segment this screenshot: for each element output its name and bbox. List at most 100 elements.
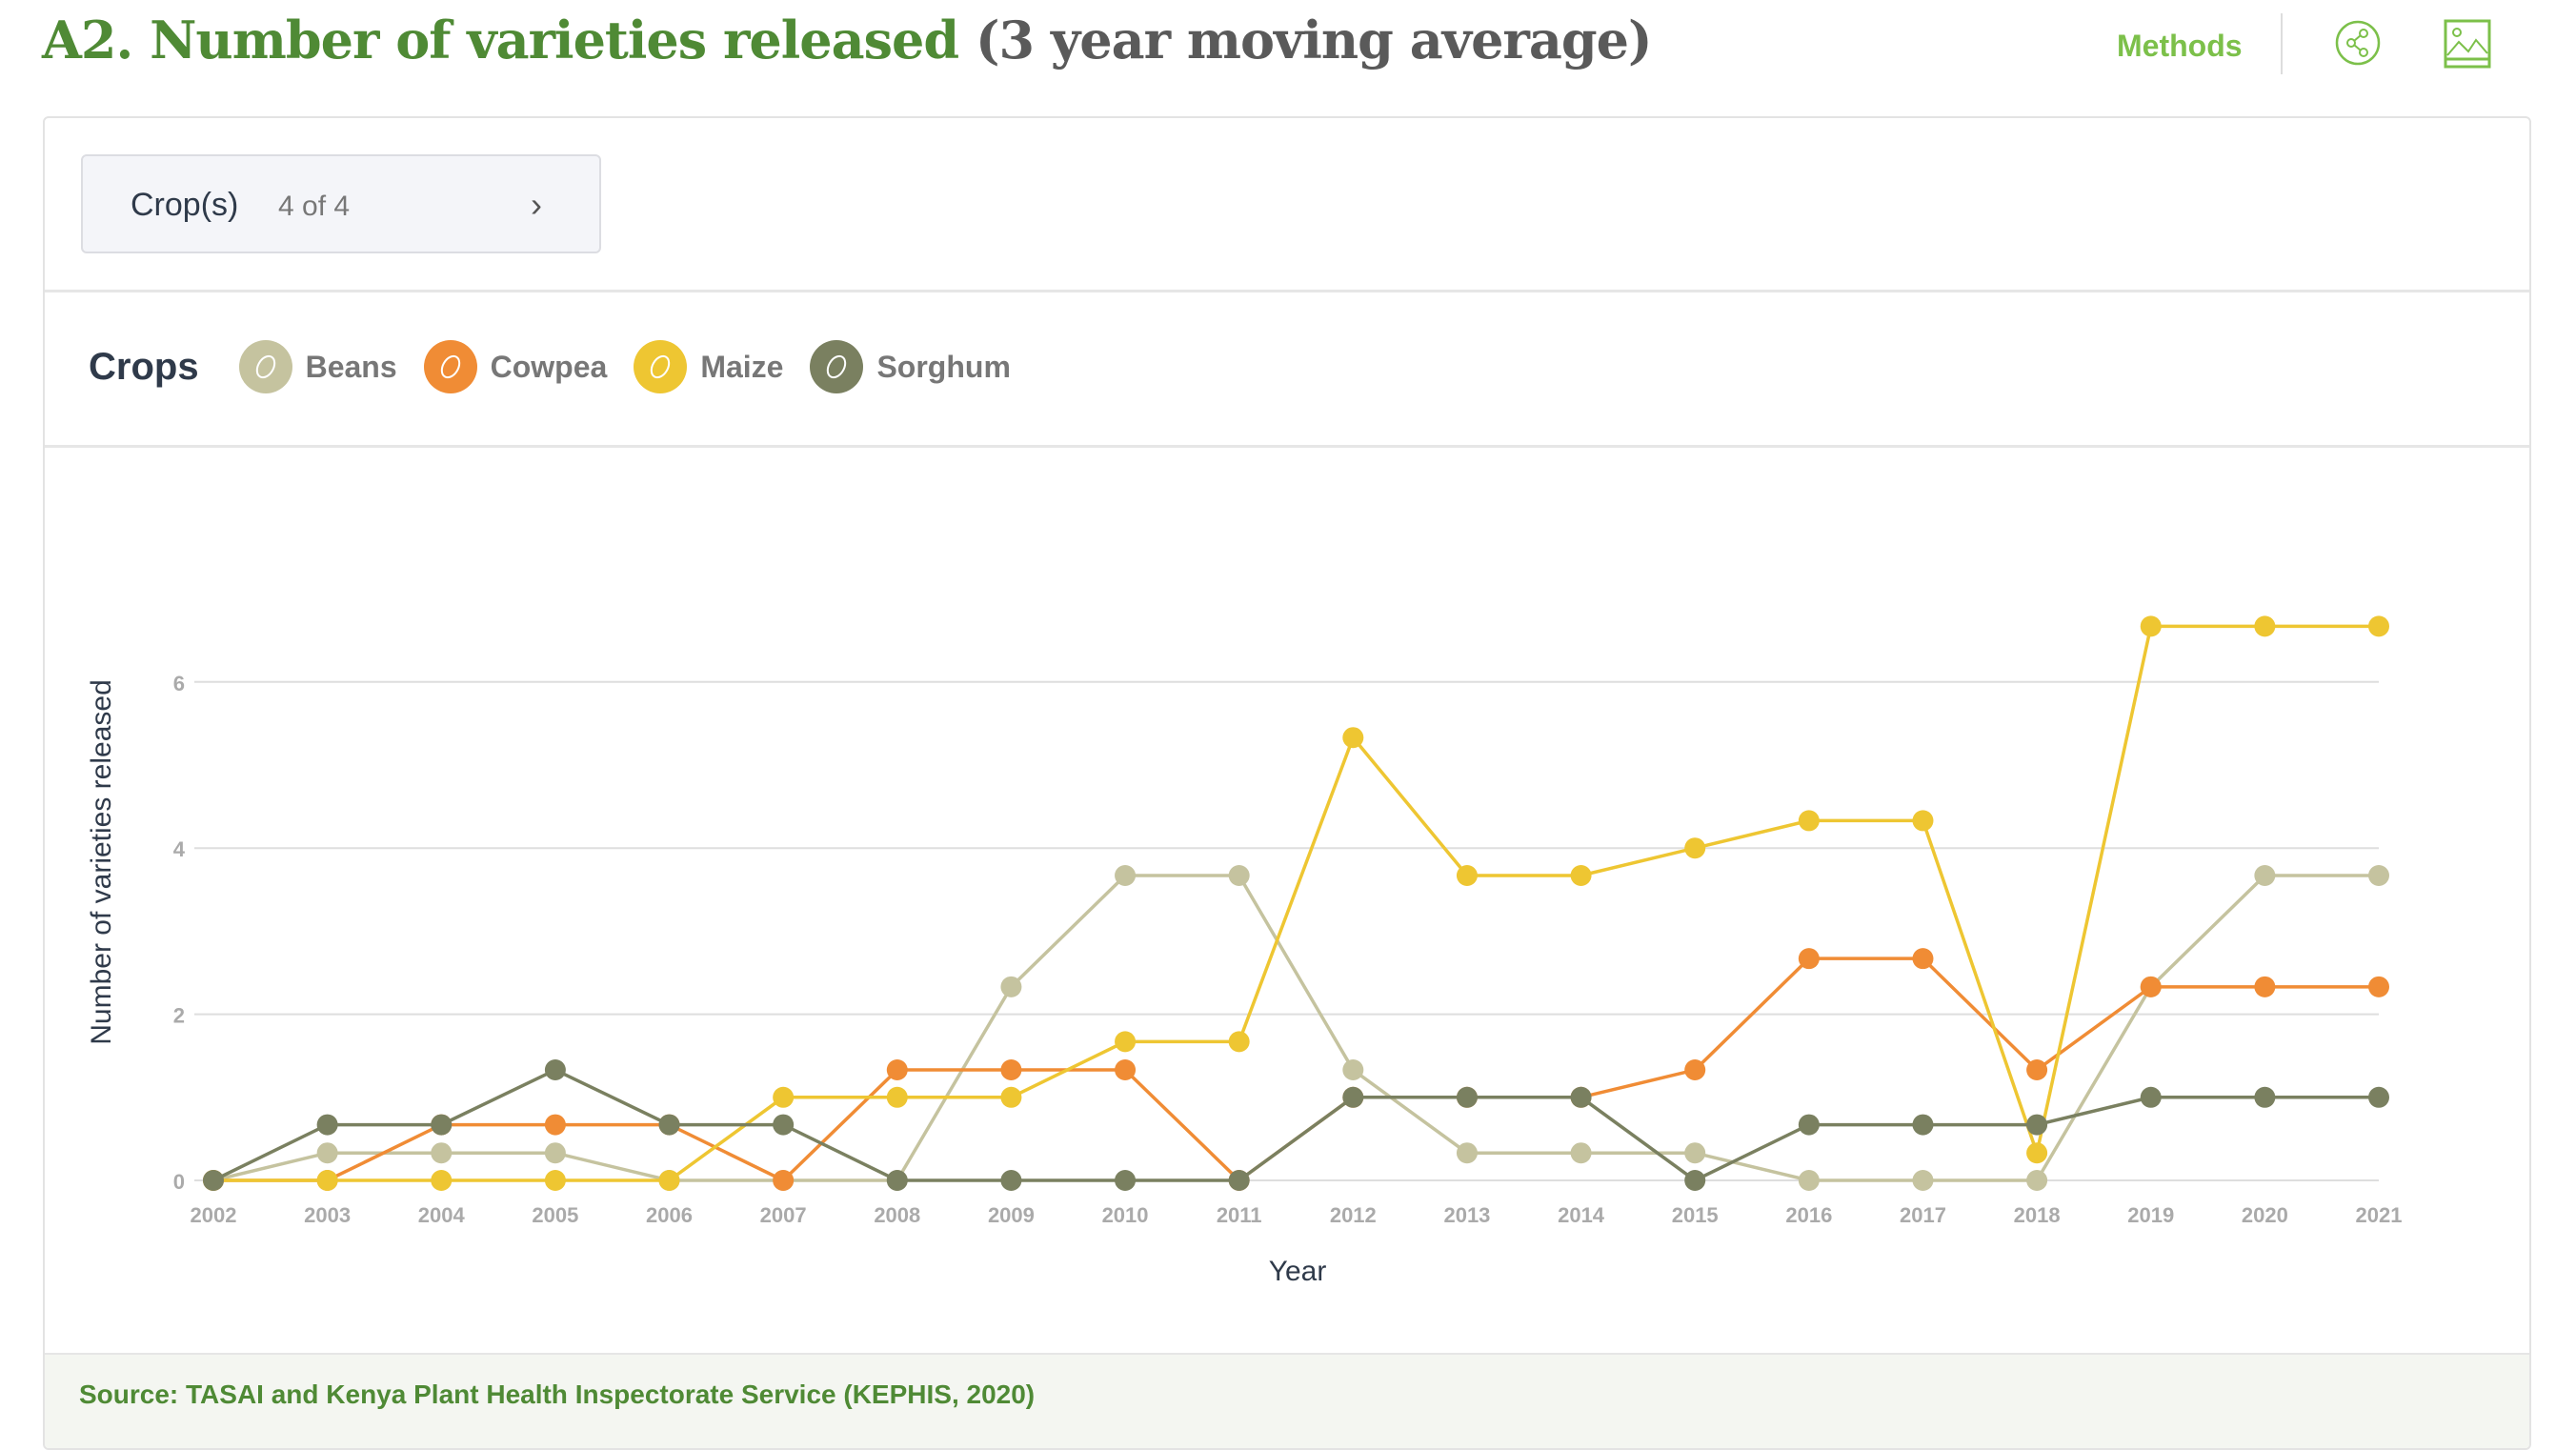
legend-item-sorghum[interactable]: Sorghum	[810, 340, 1011, 393]
source-text: Source: TASAI and Kenya Plant Health Ins…	[79, 1380, 1036, 1409]
data-point-maize	[2254, 615, 2276, 637]
data-point-cowpea	[2026, 1059, 2048, 1081]
data-point-beans	[1228, 864, 1250, 886]
legend-label: Sorghum	[876, 349, 1011, 384]
data-point-beans	[2026, 1170, 2048, 1191]
legend-heading: Crops	[89, 345, 199, 388]
crop-filter-label: Crop(s)	[131, 187, 239, 223]
share-icon[interactable]	[2334, 19, 2382, 67]
legend-item-beans[interactable]: Beans	[238, 340, 397, 393]
data-point-beans	[2368, 864, 2389, 886]
data-point-cowpea	[2254, 976, 2276, 997]
y-tick-label: 2	[173, 1004, 185, 1028]
data-point-maize	[1456, 864, 1478, 886]
data-point-sorghum	[2140, 1086, 2162, 1108]
x-tick-label: 2016	[1785, 1203, 1832, 1227]
data-point-maize	[544, 1170, 566, 1191]
line-chart: 0 2 4 6 2002 2003 2004 2005 2006 2007 2008 2009 2010…	[86, 615, 2402, 1287]
data-point-cowpea	[773, 1170, 795, 1191]
legend-label: Cowpea	[490, 349, 608, 384]
image-download-icon[interactable]	[2444, 19, 2491, 69]
x-tick-label: 2006	[646, 1203, 693, 1227]
x-tick-label: 2015	[1672, 1203, 1719, 1227]
x-tick-label: 2007	[760, 1203, 807, 1227]
x-tick-label: 2002	[191, 1203, 237, 1227]
data-point-maize	[1798, 810, 1820, 832]
y-tick-label: 4	[173, 837, 186, 861]
data-point-maize	[1912, 810, 1934, 832]
data-point-beans	[431, 1142, 453, 1164]
data-point-sorghum	[316, 1114, 338, 1136]
chart-card: Crop(s) 4 of 4 › Crops Beans Cowpea Maize S…	[43, 116, 2531, 1450]
data-point-beans	[1684, 1142, 1706, 1164]
divider	[45, 445, 2529, 448]
data-point-maize	[316, 1170, 338, 1191]
page-title: A2. Number of varieties released (3 year…	[42, 10, 1653, 70]
data-point-sorghum	[203, 1170, 224, 1191]
data-point-cowpea	[886, 1059, 908, 1081]
data-point-cowpea	[544, 1114, 566, 1136]
legend: Crops Beans Cowpea Maize Sorghum	[89, 333, 1037, 400]
maize-icon	[634, 340, 688, 393]
crop-filter-count: 4 of 4	[278, 191, 351, 222]
sorghum-icon	[810, 340, 864, 393]
data-point-beans	[316, 1142, 338, 1164]
data-point-sorghum	[773, 1114, 795, 1136]
data-point-sorghum	[1456, 1086, 1478, 1108]
data-point-sorghum	[1228, 1170, 1250, 1191]
data-point-beans	[1342, 1059, 1364, 1081]
data-point-sorghum	[1912, 1114, 1934, 1136]
data-point-cowpea	[1912, 948, 1934, 970]
data-point-beans	[1570, 1142, 1592, 1164]
legend-item-maize[interactable]: Maize	[634, 340, 783, 393]
data-point-sorghum	[1000, 1170, 1022, 1191]
header-divider	[2281, 13, 2283, 74]
data-point-sorghum	[544, 1059, 566, 1081]
crop-filter-dropdown[interactable]: Crop(s) 4 of 4 ›	[81, 154, 601, 253]
x-tick-label: 2020	[2242, 1203, 2288, 1227]
data-point-sorghum	[1798, 1114, 1820, 1136]
data-point-beans	[1912, 1170, 1934, 1191]
data-point-maize	[431, 1170, 453, 1191]
x-tick-label: 2014	[1558, 1203, 1605, 1227]
data-point-sorghum	[431, 1114, 453, 1136]
data-point-maize	[886, 1086, 908, 1108]
series-line-beans	[212, 874, 2379, 1182]
data-point-sorghum	[2254, 1086, 2276, 1108]
x-tick-label: 2003	[304, 1203, 351, 1227]
x-tick-label: 2012	[1330, 1203, 1377, 1227]
data-point-maize	[1115, 1031, 1137, 1053]
legend-label: Beans	[305, 349, 397, 384]
data-point-beans	[1456, 1142, 1478, 1164]
methods-link[interactable]: Methods	[2117, 29, 2243, 63]
divider	[45, 290, 2529, 292]
data-point-maize	[773, 1086, 795, 1108]
legend-item-cowpea[interactable]: Cowpea	[423, 340, 608, 393]
data-point-maize	[2368, 615, 2389, 637]
data-point-sorghum	[1115, 1170, 1137, 1191]
data-point-maize	[2026, 1142, 2048, 1164]
data-point-cowpea	[1684, 1059, 1706, 1081]
bean-icon	[238, 340, 292, 393]
data-point-maize	[2140, 615, 2162, 637]
data-point-beans	[2254, 864, 2276, 886]
data-point-maize	[1570, 864, 1592, 886]
data-point-sorghum	[1570, 1086, 1592, 1108]
legend-label: Maize	[700, 349, 784, 384]
data-point-cowpea	[2368, 976, 2389, 997]
data-point-maize	[1684, 837, 1706, 859]
data-point-cowpea	[1000, 1059, 1022, 1081]
x-tick-label: 2019	[2127, 1203, 2174, 1227]
data-point-beans	[1798, 1170, 1820, 1191]
data-point-sorghum	[1684, 1170, 1706, 1191]
series-line-sorghum	[212, 1068, 2379, 1183]
data-point-sorghum	[2026, 1114, 2048, 1136]
chevron-right-icon: ›	[531, 185, 542, 224]
data-point-sorghum	[886, 1170, 908, 1191]
x-tick-label: 2018	[2014, 1203, 2061, 1227]
data-point-cowpea	[2140, 976, 2162, 997]
x-tick-label: 2011	[1217, 1203, 1262, 1227]
x-tick-label: 2009	[988, 1203, 1035, 1227]
x-axis-label: Year	[1269, 1256, 1327, 1287]
data-point-maize	[658, 1170, 680, 1191]
